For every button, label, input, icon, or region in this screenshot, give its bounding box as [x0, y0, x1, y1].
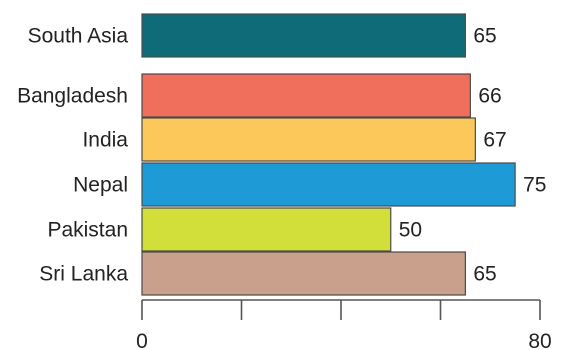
bar-india [141, 117, 476, 162]
category-label-south-asia: South Asia [28, 25, 129, 48]
x-tick-label-80: 80 [528, 330, 551, 350]
bar-bangladesh [141, 73, 471, 118]
bar-nepal [141, 162, 516, 207]
bar-sri-lanka [141, 251, 466, 296]
value-labels-group: 65 66 67 75 50 65 [399, 25, 547, 286]
value-label-bangladesh: 66 [478, 85, 501, 108]
bar-pakistan [141, 207, 392, 252]
value-label-india: 67 [483, 129, 506, 152]
value-label-pakistan: 50 [399, 219, 422, 242]
category-label-nepal: Nepal [73, 174, 128, 197]
x-tick-label-0: 0 [136, 330, 148, 350]
x-axis: 0 80 [136, 299, 552, 350]
category-label-bangladesh: Bangladesh [17, 85, 128, 108]
value-label-south-asia: 65 [473, 25, 496, 48]
category-label-sri-lanka: Sri Lanka [39, 263, 128, 286]
category-label-india: India [82, 129, 128, 152]
bar-south-asia [141, 13, 466, 58]
bars-group [141, 13, 516, 296]
category-label-pakistan: Pakistan [47, 219, 128, 242]
category-labels-group: South Asia Bangladesh India Nepal Pakistan Sr… [17, 25, 128, 286]
value-label-sri-lanka: 65 [473, 263, 496, 286]
value-label-nepal: 75 [523, 174, 546, 197]
